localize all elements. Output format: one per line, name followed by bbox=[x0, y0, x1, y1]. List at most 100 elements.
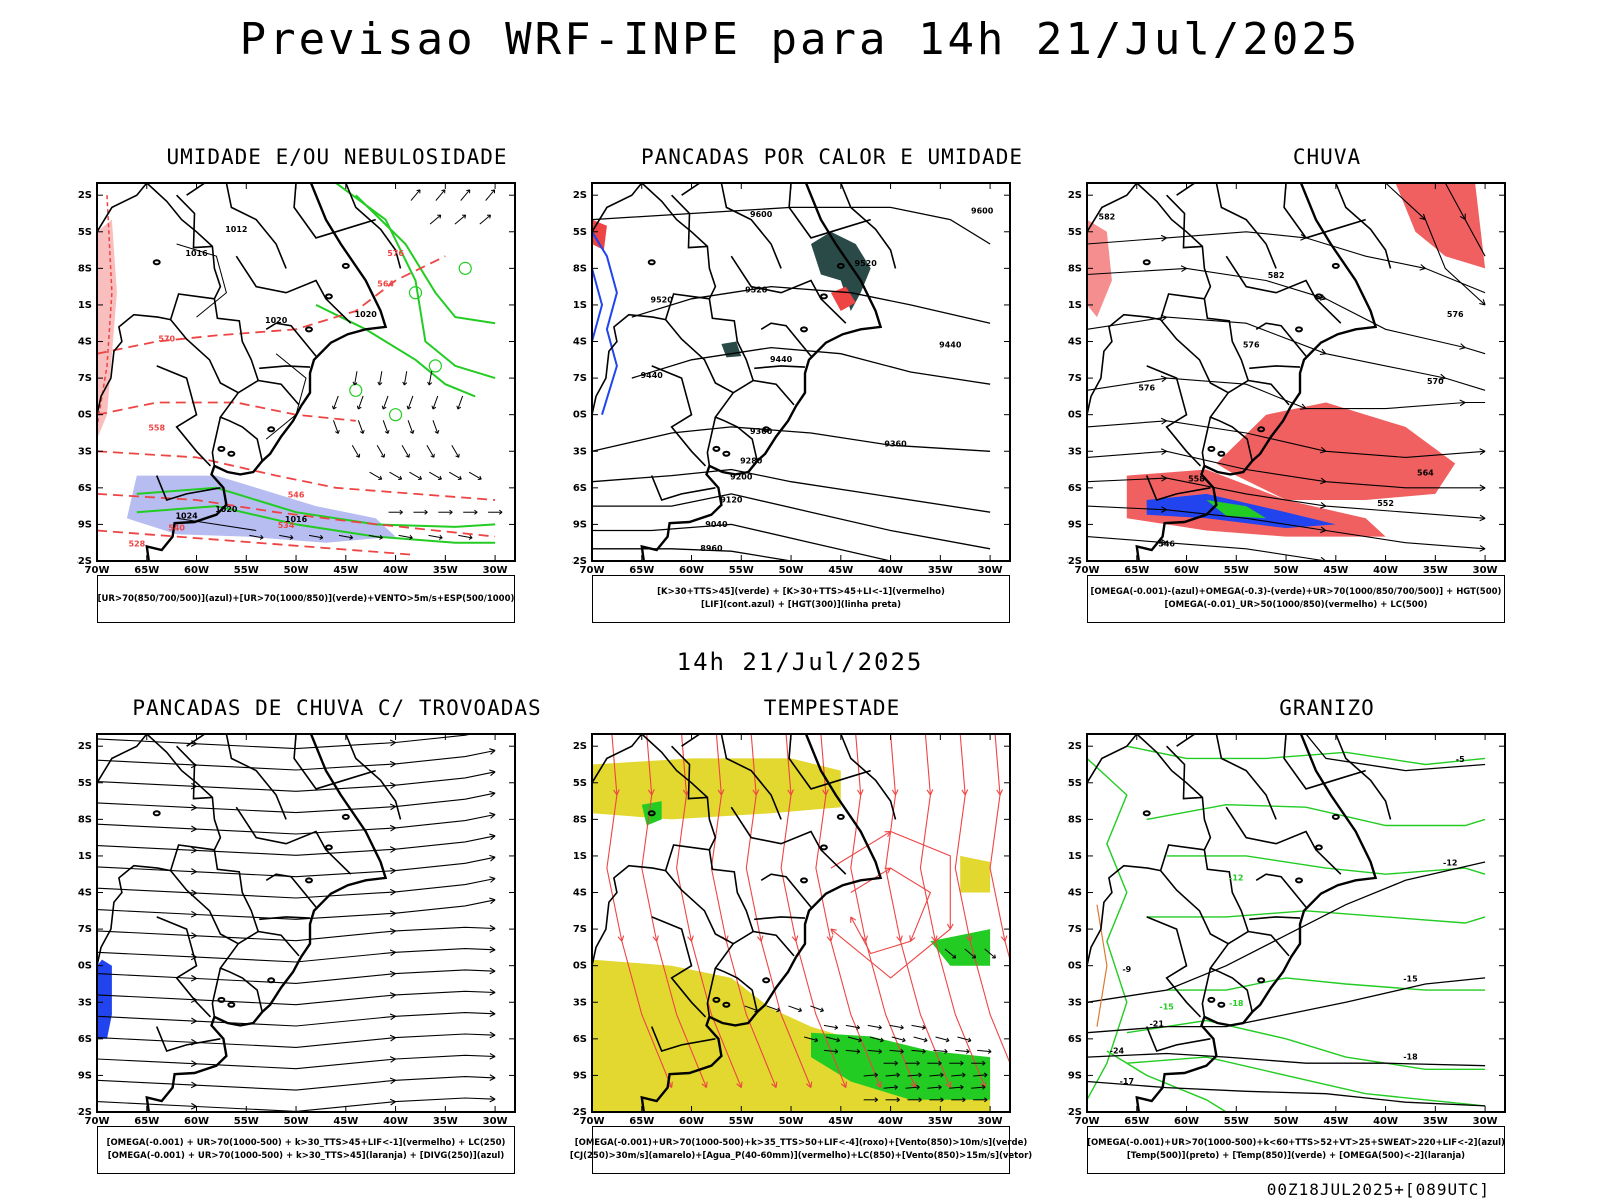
lon-tick-label: 30W bbox=[978, 1116, 1003, 1126]
lat-tick-label: 21S bbox=[1067, 851, 1082, 862]
lat-tick-label: 36S bbox=[77, 483, 92, 494]
map-svg: 12S 15S 18S 21S 24S 27S 30S 33S 36S 39S 42S70W 65W 6… bbox=[77, 182, 516, 575]
coastline bbox=[1135, 183, 1378, 561]
lat-tick-label: 33S bbox=[1067, 997, 1082, 1008]
contour-label: 546 bbox=[288, 491, 305, 500]
lon-tick-label: 30W bbox=[483, 1116, 508, 1126]
contour-label: 576 bbox=[1243, 341, 1260, 350]
map-frame bbox=[1086, 733, 1506, 1113]
lat-tick-label: 42S bbox=[1067, 556, 1082, 567]
coastline bbox=[145, 734, 388, 1112]
contour-label: 564 bbox=[377, 280, 394, 289]
lon-tick-label: 60W bbox=[1174, 1116, 1199, 1126]
contour-label: -18 bbox=[1229, 999, 1244, 1008]
contour-label: 9440 bbox=[939, 341, 962, 350]
lat-tick-label: 24S bbox=[77, 337, 92, 348]
contour-label: 570 bbox=[158, 335, 175, 344]
panel-pancadas-trovoadas: PANCADAS DE CHUVA C/ TROVOADAS 12S 15S 18S… bbox=[77, 696, 577, 1196]
contour-label: 9040 bbox=[705, 520, 728, 529]
lon-tick-label: 40W bbox=[1373, 565, 1398, 575]
legend-line: [LIF](cont.azul) + [HGT(300)](linha pret… bbox=[700, 600, 902, 610]
lat-tick-label: 18S bbox=[77, 263, 92, 274]
contour-label: 8960 bbox=[700, 544, 723, 553]
lat-tick-label: 24S bbox=[77, 888, 92, 899]
contour-label: 576 bbox=[1138, 383, 1155, 392]
lat-tick-label: 30S bbox=[1067, 410, 1082, 421]
contour-label: -18 bbox=[1403, 1053, 1418, 1062]
lon-tick-label: 35W bbox=[928, 1116, 953, 1126]
lon-tick-label: 70W bbox=[1075, 565, 1100, 575]
lon-tick-label: 55W bbox=[729, 1116, 754, 1126]
lat-tick-label: 39S bbox=[572, 519, 587, 530]
map-svg: 12S 15S 18S 21S 24S 27S 30S 33S 36S 39S 42S70W 65W 6… bbox=[77, 733, 516, 1126]
lat-tick-label: 12S bbox=[572, 190, 587, 201]
contour-label: 576 bbox=[387, 249, 404, 258]
contour-label: 9120 bbox=[720, 495, 743, 504]
lat-tick-label: 33S bbox=[572, 997, 587, 1008]
lon-tick-label: 40W bbox=[383, 565, 408, 575]
lat-tick-label: 21S bbox=[572, 300, 587, 311]
lat-tick-label: 27S bbox=[572, 924, 587, 935]
lon-tick-label: 70W bbox=[85, 565, 110, 575]
panel-legend: [OMEGA(-0.001) + UR>70(1000-500) + k>30_… bbox=[97, 1126, 515, 1174]
lon-tick-label: 55W bbox=[234, 565, 259, 575]
lon-tick-label: 65W bbox=[134, 565, 159, 575]
map-svg: 12S 15S 18S 21S 24S 27S 30S 33S 36S 39S 42S70W 65W 6… bbox=[572, 733, 1011, 1126]
lon-tick-label: 70W bbox=[1075, 1116, 1100, 1126]
contour-label: 9440 bbox=[641, 371, 664, 380]
lat-tick-label: 18S bbox=[572, 263, 587, 274]
lat-tick-label: 42S bbox=[77, 1107, 92, 1118]
lon-tick-label: 35W bbox=[928, 565, 953, 575]
lon-tick-label: 55W bbox=[729, 565, 754, 575]
lon-tick-label: 50W bbox=[284, 565, 309, 575]
contour-label: -15 bbox=[1159, 1003, 1174, 1012]
contour-label: -12 bbox=[1229, 873, 1243, 882]
panel-title: GRANIZO bbox=[1279, 696, 1375, 720]
panel-title: TEMPESTADE bbox=[763, 696, 901, 720]
panel-title: UMIDADE E/OU NEBULOSIDADE bbox=[166, 145, 508, 169]
panel-legend: [UR>70(850/700/500)](azul)+[UR>70(1000/8… bbox=[97, 575, 515, 623]
contour-label: -21 bbox=[1149, 1020, 1164, 1029]
lon-tick-label: 65W bbox=[629, 1116, 654, 1126]
contour-label: 9280 bbox=[740, 456, 763, 465]
lat-tick-label: 39S bbox=[1067, 1070, 1082, 1081]
legend-line: [K>30+TTS>45](verde) + [K>30+TTS>45+LI<-… bbox=[657, 587, 945, 597]
panel-pancadas-calor: PANCADAS POR CALOR E UMIDADE 12S 15S 18S 21… bbox=[572, 145, 1072, 645]
panel-title: PANCADAS POR CALOR E UMIDADE bbox=[640, 145, 1023, 169]
lon-tick-label: 70W bbox=[580, 565, 605, 575]
contour-label: 9520 bbox=[855, 259, 878, 268]
map-svg: 12S 15S 18S 21S 24S 27S 30S 33S 36S 39S 42S70W 65W 6… bbox=[1067, 733, 1506, 1126]
valid-time-label: 14h 21/Jul/2025 bbox=[676, 648, 924, 676]
lat-tick-label: 30S bbox=[77, 410, 92, 421]
contour-label: 570 bbox=[1427, 377, 1444, 386]
lon-tick-label: 35W bbox=[433, 1116, 458, 1126]
lon-tick-label: 45W bbox=[828, 565, 853, 575]
contour-label: 9520 bbox=[745, 286, 768, 295]
lat-tick-label: 15S bbox=[77, 227, 92, 238]
panel-chuva: CHUVA 12S 15S 18S 21S 24S 27S 30S 33S 36S 39S 42S7… bbox=[1067, 145, 1567, 645]
lat-tick-label: 33S bbox=[77, 997, 92, 1008]
map-frame bbox=[96, 733, 516, 1113]
lat-tick-label: 21S bbox=[77, 300, 92, 311]
lon-tick-label: 45W bbox=[1323, 565, 1348, 575]
contour-label: 9520 bbox=[651, 295, 674, 304]
lon-tick-label: 40W bbox=[1373, 1116, 1398, 1126]
lat-tick-label: 33S bbox=[572, 446, 587, 457]
legend-line: [OMEGA(-0.001) + UR>70(1000-500) + k>30_… bbox=[107, 1151, 505, 1161]
legend-line: [OMEGA(-0.001) + UR>70(1000-500) + k>30_… bbox=[106, 1138, 506, 1148]
legend-line: [OMEGA(-0.001)+UR>70(1000-500)+k<60+TTS>… bbox=[1087, 1138, 1505, 1148]
lat-tick-label: 39S bbox=[77, 1070, 92, 1081]
lat-tick-label: 39S bbox=[572, 1070, 587, 1081]
contour-label: 9360 bbox=[750, 427, 773, 436]
contour-label: 1020 bbox=[355, 310, 378, 319]
contour-label: 9600 bbox=[750, 210, 773, 219]
coastline bbox=[640, 734, 883, 1112]
lon-tick-label: 35W bbox=[1423, 1116, 1448, 1126]
contour-label: 1020 bbox=[265, 316, 288, 325]
lon-tick-label: 45W bbox=[333, 1116, 358, 1126]
contour-label: -12 bbox=[1443, 859, 1457, 868]
lat-tick-label: 18S bbox=[572, 814, 587, 825]
contour-label: 9360 bbox=[884, 439, 907, 448]
lat-tick-label: 18S bbox=[77, 814, 92, 825]
panel-legend: [OMEGA(-0.001)+UR>70(1000-500)+k<60+TTS>… bbox=[1087, 1126, 1505, 1174]
